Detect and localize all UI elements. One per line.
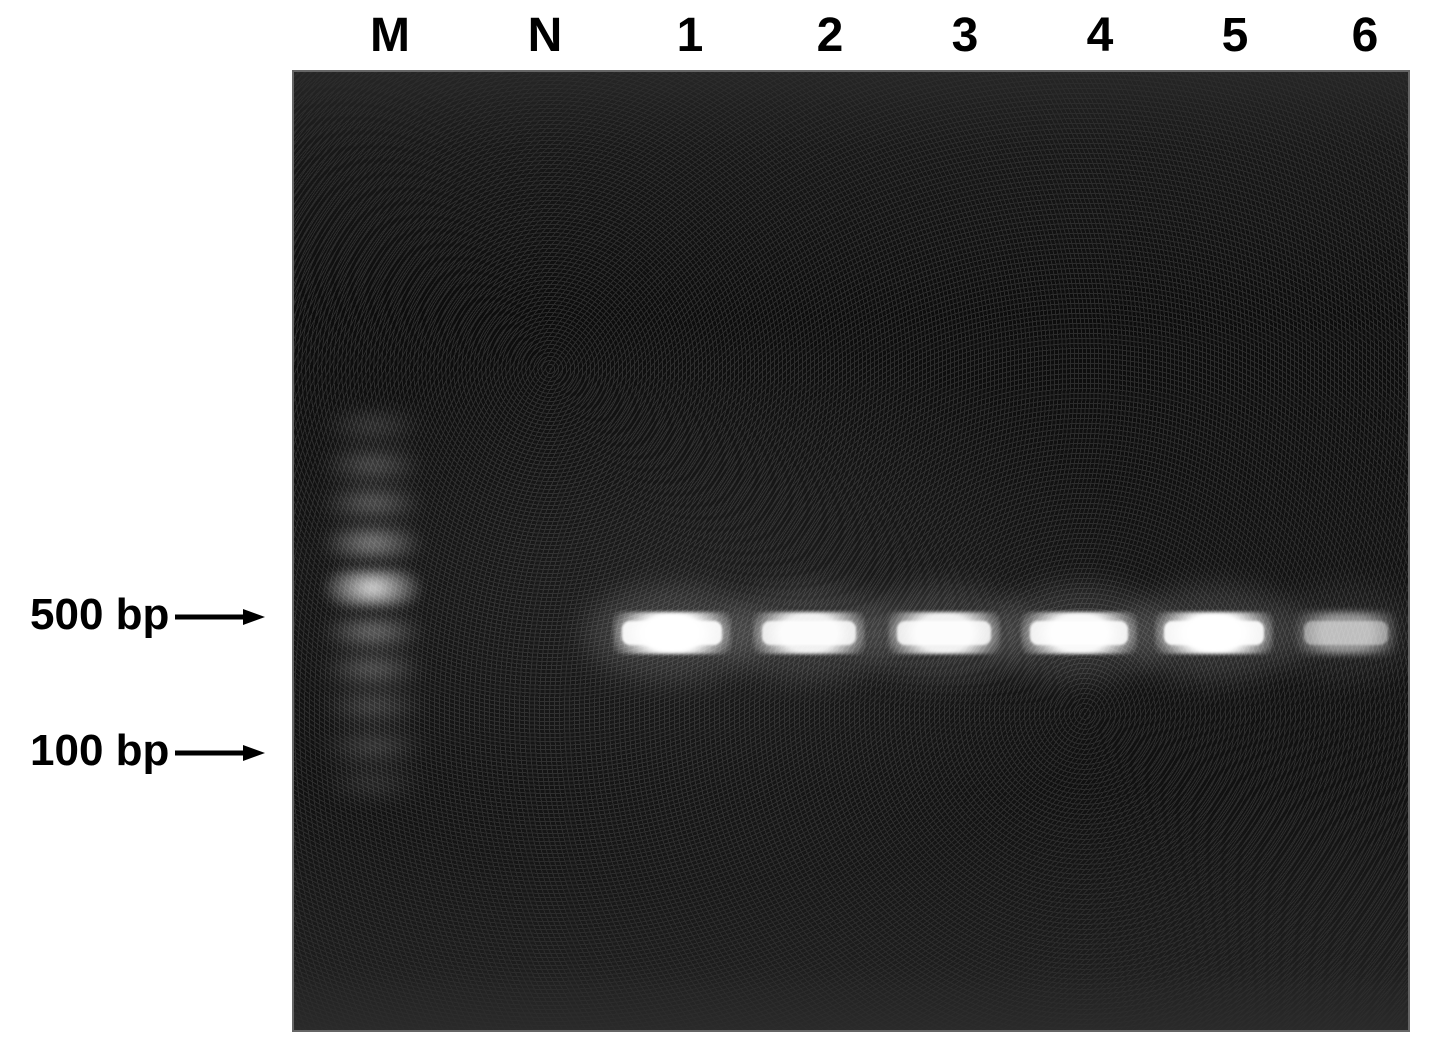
ladder-band — [323, 772, 422, 794]
ladder-band — [323, 734, 422, 758]
arrow-right-icon — [175, 738, 265, 768]
ladder-band — [323, 527, 422, 559]
lane-label: 4 — [1070, 8, 1130, 63]
pcr-band-core — [1164, 621, 1263, 645]
gel-figure: M N 1 2 3 4 5 6 500 bp 100 bp — [0, 0, 1429, 1051]
lane-label: N — [505, 8, 585, 63]
gel-background — [294, 72, 1408, 1030]
lane-label: 3 — [935, 8, 995, 63]
lane-label: 6 — [1335, 8, 1395, 63]
ladder-band — [323, 569, 422, 607]
size-marker-text: 500 bp — [30, 590, 169, 639]
pcr-band-core — [762, 621, 856, 645]
pcr-band-core — [1030, 621, 1127, 645]
lane-label: 2 — [800, 8, 860, 63]
ladder-band — [323, 656, 422, 682]
size-marker-label: 500 bp — [30, 590, 265, 640]
arrow-right-icon — [175, 602, 265, 632]
ladder-band — [323, 450, 422, 480]
lane-label: 1 — [660, 8, 720, 63]
size-marker-label: 100 bp — [30, 726, 265, 776]
lane-label: M — [350, 8, 430, 63]
size-marker-text: 100 bp — [30, 726, 169, 775]
ladder-band — [323, 694, 422, 718]
lane-label: 5 — [1205, 8, 1265, 63]
ladder-band — [323, 412, 422, 440]
pcr-band-core — [1304, 621, 1388, 645]
ladder-band — [323, 618, 422, 646]
gel-image — [292, 70, 1410, 1032]
pcr-band-core — [897, 621, 991, 645]
pcr-band-core — [622, 621, 721, 645]
ladder-band — [323, 488, 422, 518]
